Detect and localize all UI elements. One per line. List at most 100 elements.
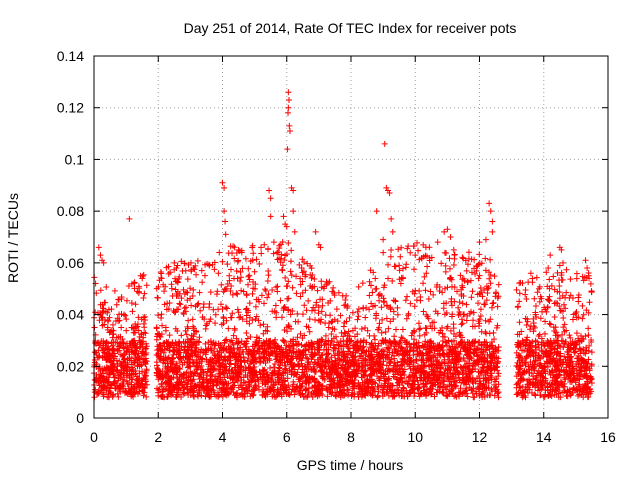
data-point <box>414 239 421 246</box>
data-point <box>143 282 150 289</box>
data-point <box>135 391 142 398</box>
data-point <box>369 289 376 296</box>
data-point <box>103 283 110 290</box>
data-point <box>536 298 543 305</box>
data-point <box>535 341 542 348</box>
data-point <box>245 355 252 362</box>
data-point <box>516 290 523 297</box>
data-point <box>258 250 265 257</box>
data-point <box>444 392 451 399</box>
data-point <box>437 327 444 334</box>
data-point <box>469 288 476 295</box>
data-point <box>244 281 251 288</box>
data-point <box>328 330 335 337</box>
data-point <box>154 312 161 319</box>
data-points-layer <box>91 89 595 401</box>
data-point <box>535 333 542 340</box>
data-point <box>180 286 187 293</box>
data-point <box>176 300 183 307</box>
data-point <box>231 244 238 251</box>
data-point <box>468 294 475 301</box>
data-point <box>177 301 184 308</box>
data-point <box>482 267 489 274</box>
data-point <box>280 338 287 345</box>
data-point <box>223 336 230 343</box>
data-point <box>536 331 543 338</box>
data-point <box>405 243 412 250</box>
data-point <box>366 306 373 313</box>
data-point <box>408 332 415 339</box>
data-point <box>533 274 540 281</box>
data-point <box>465 249 472 256</box>
data-point <box>240 288 247 295</box>
data-point <box>403 315 410 322</box>
data-point <box>287 258 294 265</box>
data-point <box>569 316 576 323</box>
data-point <box>450 262 457 269</box>
data-point <box>207 316 214 323</box>
data-point <box>560 324 567 331</box>
data-point <box>463 301 470 308</box>
data-point <box>217 301 224 308</box>
data-point <box>226 277 233 284</box>
data-point <box>423 270 430 277</box>
data-point <box>293 273 300 280</box>
data-point <box>294 310 301 317</box>
data-point <box>442 262 449 269</box>
data-point <box>560 315 567 322</box>
data-point <box>371 336 378 343</box>
data-point <box>545 297 552 304</box>
data-point <box>459 320 466 327</box>
data-point <box>115 393 122 400</box>
data-point <box>546 320 553 327</box>
data-point <box>345 387 352 394</box>
data-point <box>318 368 325 375</box>
data-point <box>551 314 558 321</box>
data-point <box>407 249 414 256</box>
data-point <box>489 300 496 307</box>
data-point <box>243 330 250 337</box>
data-point <box>274 288 281 295</box>
data-point <box>542 318 549 325</box>
data-point <box>177 366 184 373</box>
data-point <box>476 272 483 279</box>
data-point <box>287 311 294 318</box>
data-point <box>265 291 272 298</box>
data-point <box>238 287 245 294</box>
data-point <box>188 302 195 309</box>
data-point <box>260 330 267 337</box>
data-point <box>376 291 383 298</box>
data-point <box>303 307 310 314</box>
data-point <box>229 310 236 317</box>
data-point <box>559 331 566 338</box>
data-point <box>140 295 147 302</box>
data-point <box>472 366 479 373</box>
data-point <box>234 291 241 298</box>
data-point <box>219 258 226 265</box>
data-point <box>393 326 400 333</box>
data-point <box>255 317 262 324</box>
data-point <box>198 267 205 274</box>
data-point <box>228 266 235 273</box>
data-point <box>123 370 130 377</box>
data-point <box>456 299 463 306</box>
data-point <box>230 332 237 339</box>
data-point <box>467 277 474 284</box>
data-point <box>295 361 302 368</box>
data-point <box>162 283 169 290</box>
data-point <box>477 313 484 320</box>
data-point <box>372 275 379 282</box>
data-point <box>273 284 280 291</box>
data-point <box>482 255 489 262</box>
data-point <box>562 376 569 383</box>
data-point <box>530 328 537 335</box>
data-point <box>454 288 461 295</box>
data-point <box>427 288 434 295</box>
data-point <box>305 297 312 304</box>
data-point <box>495 370 502 377</box>
data-point <box>282 274 289 281</box>
data-point <box>486 275 493 282</box>
data-point <box>184 289 191 296</box>
data-point <box>385 261 392 268</box>
